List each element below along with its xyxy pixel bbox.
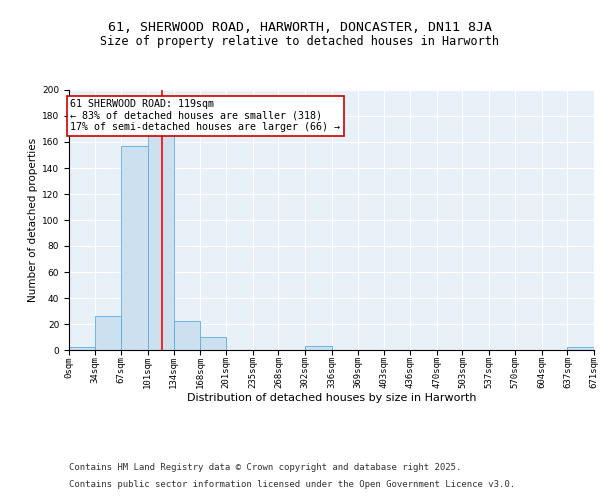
Bar xyxy=(200,337,226,350)
Y-axis label: Number of detached properties: Number of detached properties xyxy=(28,138,38,302)
Text: Contains HM Land Registry data © Crown copyright and database right 2025.: Contains HM Land Registry data © Crown c… xyxy=(69,464,461,472)
Text: Contains public sector information licensed under the Open Government Licence v3: Contains public sector information licen… xyxy=(69,480,515,489)
Bar xyxy=(148,136,173,350)
Bar xyxy=(95,316,121,350)
X-axis label: Distribution of detached houses by size in Harworth: Distribution of detached houses by size … xyxy=(187,392,476,402)
Text: 61, SHERWOOD ROAD, HARWORTH, DONCASTER, DN11 8JA: 61, SHERWOOD ROAD, HARWORTH, DONCASTER, … xyxy=(108,21,492,34)
Bar xyxy=(568,348,594,350)
Text: Size of property relative to detached houses in Harworth: Size of property relative to detached ho… xyxy=(101,34,499,48)
Bar xyxy=(121,146,148,350)
Bar xyxy=(69,348,95,350)
Bar xyxy=(305,346,332,350)
Text: 61 SHERWOOD ROAD: 119sqm
← 83% of detached houses are smaller (318)
17% of semi-: 61 SHERWOOD ROAD: 119sqm ← 83% of detach… xyxy=(70,99,340,132)
Bar xyxy=(173,322,200,350)
